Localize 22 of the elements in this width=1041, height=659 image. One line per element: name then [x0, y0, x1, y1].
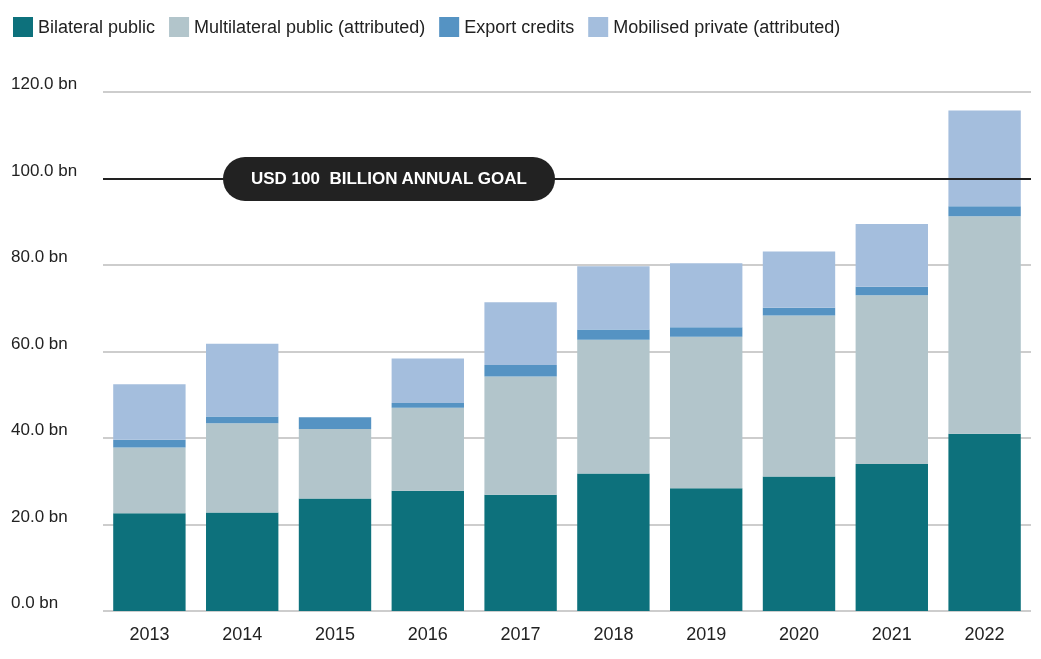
y-tick-label: 80.0 bn	[11, 247, 68, 266]
y-tick-label: 40.0 bn	[11, 420, 68, 439]
y-tick-label: 0.0 bn	[11, 593, 59, 612]
x-tick-label: 2018	[593, 624, 634, 644]
y-tick-label: 100.0 bn	[11, 160, 78, 180]
legend-label: Mobilised private (attributed)	[613, 17, 841, 37]
x-tick-label: 2019	[686, 624, 727, 644]
ref-line-label: USD 100 BILLION ANNUAL GOAL	[250, 168, 528, 189]
x-tick-label: 2014	[222, 624, 263, 644]
x-tick-label: 2016	[407, 624, 448, 644]
x-tick-label: 2013	[129, 624, 170, 644]
legend-label: Multilateral public (attributed)	[194, 17, 426, 37]
x-tick-label: 2021	[871, 624, 912, 644]
x-tick-label: 2017	[500, 624, 541, 644]
x-tick-label: 2022	[964, 624, 1005, 644]
x-tick-label: 2015	[314, 624, 356, 644]
legend-label: Bilateral public	[38, 17, 156, 37]
x-tick-label: 2020	[778, 624, 820, 644]
y-tick-label: 60.0 bn	[11, 333, 68, 353]
y-tick-label: 20.0 bn	[11, 506, 68, 526]
y-tick-label: 120.0 bn	[11, 74, 78, 93]
legend-label: Export credits	[464, 17, 575, 37]
